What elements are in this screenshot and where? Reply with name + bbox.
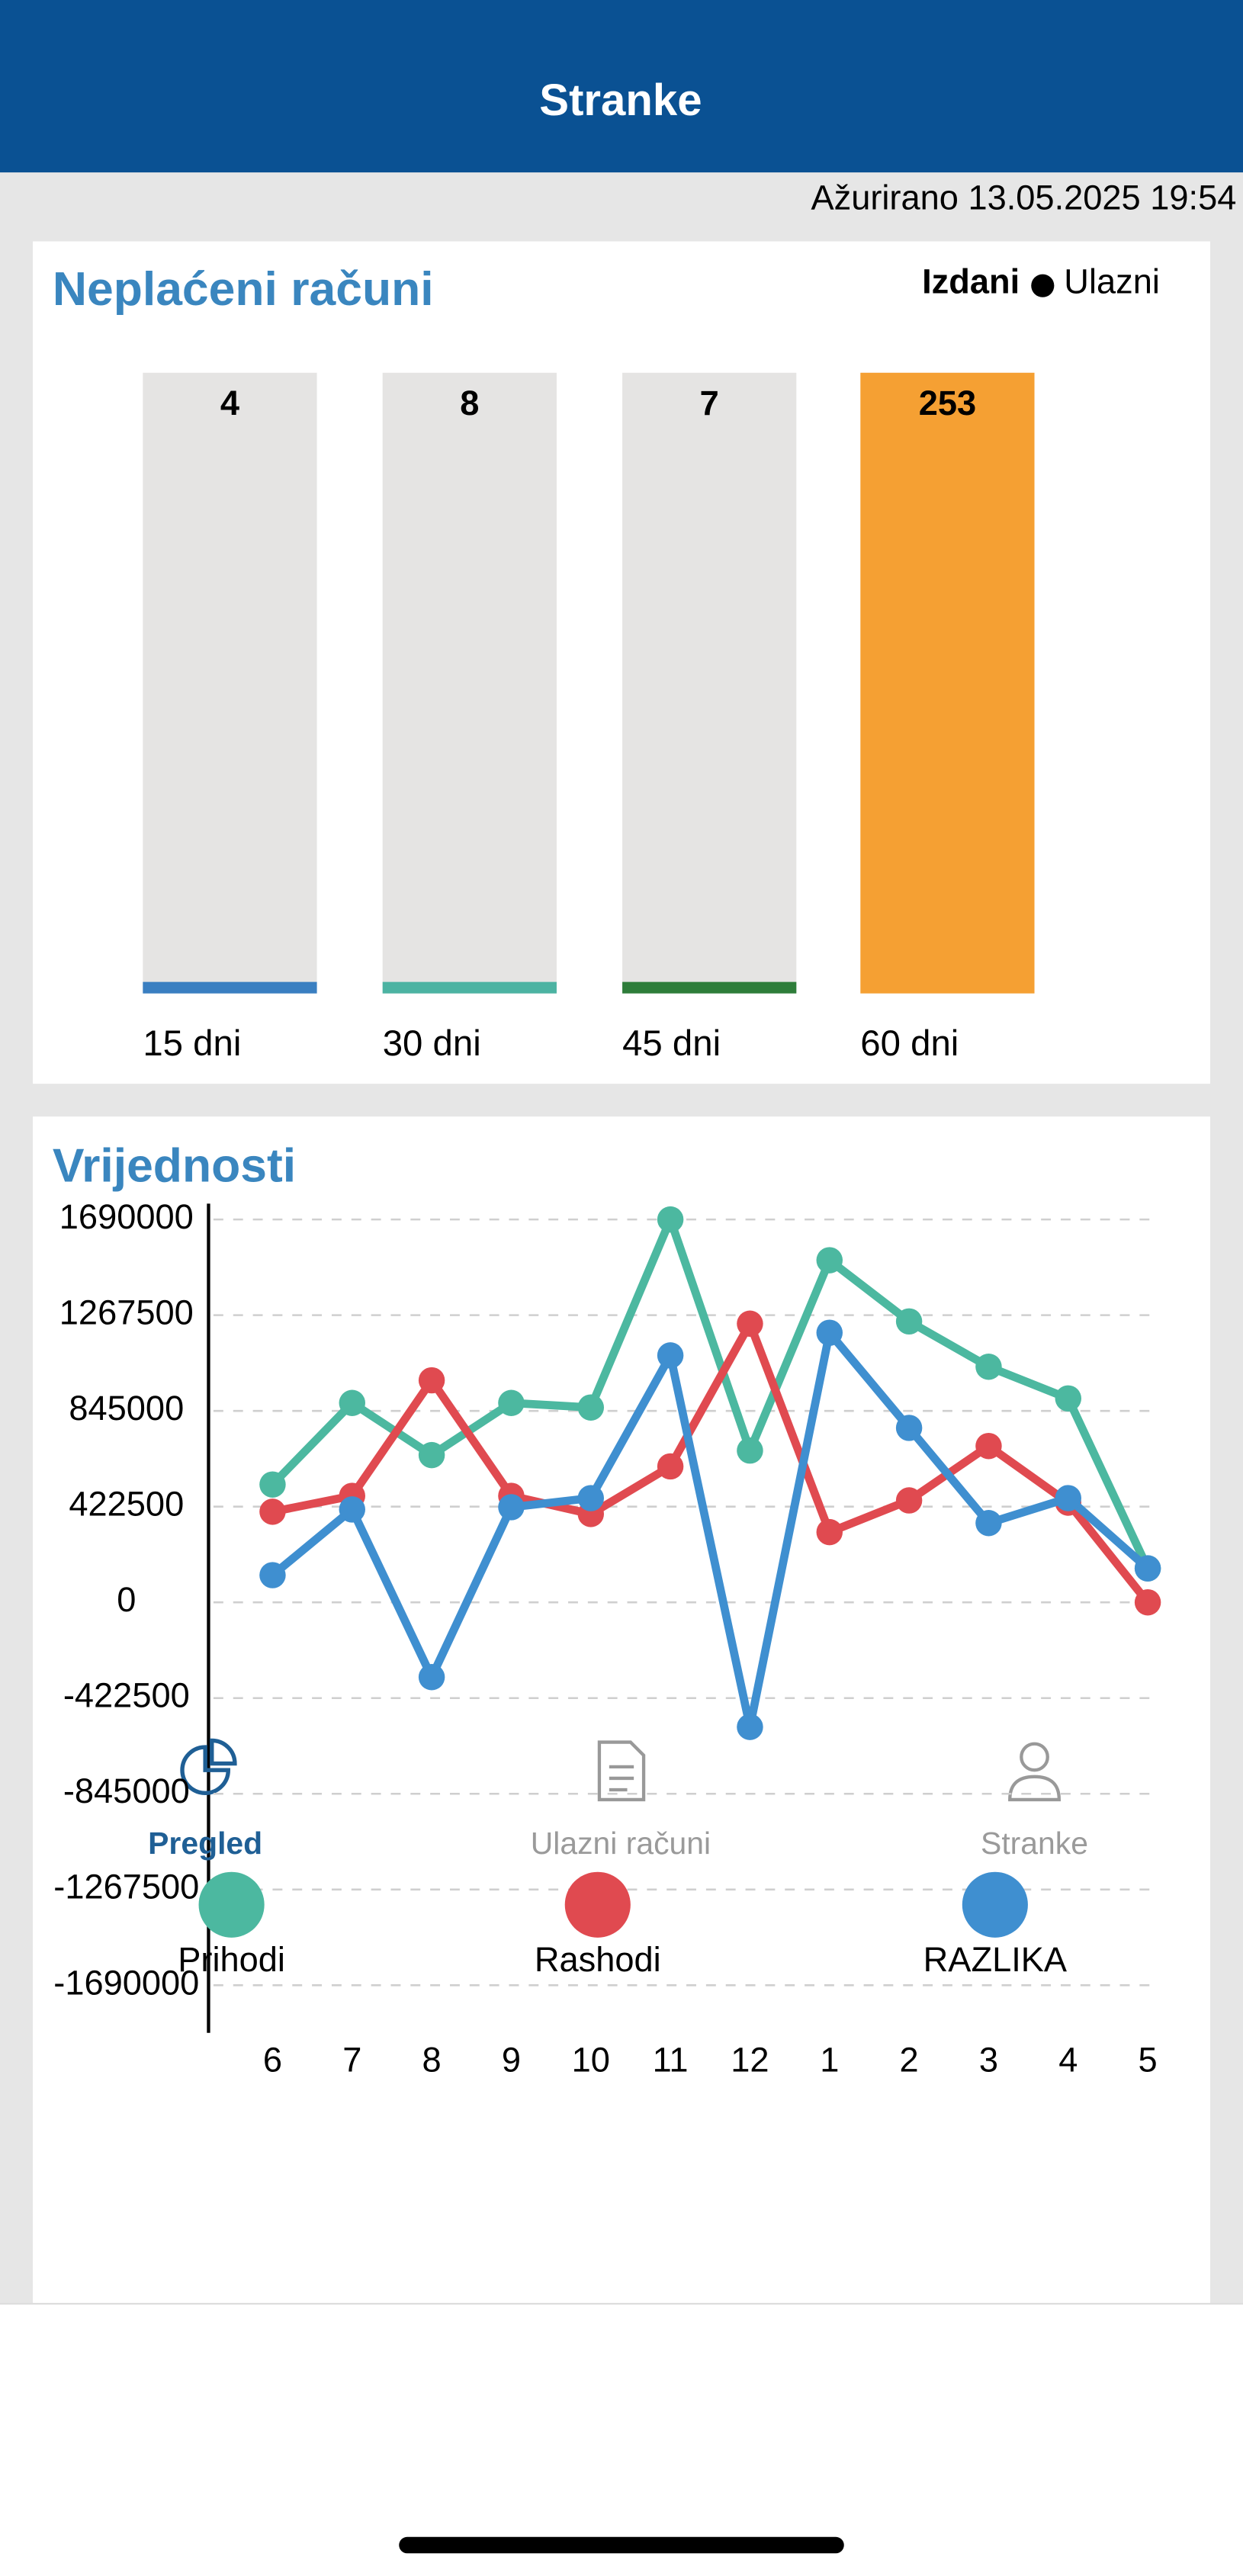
bar-strip <box>622 981 797 994</box>
x-tick-label: 2 <box>900 2040 919 2079</box>
series-point <box>975 1432 1002 1460</box>
nav-label[interactable]: Stranke <box>981 1826 1088 1861</box>
legend-incoming[interactable]: Ulazni <box>1064 262 1160 300</box>
updated-text: Ažurirano 13.05.2025 19:54 <box>811 178 1236 217</box>
legend-label[interactable]: Rashodi <box>535 1940 661 1979</box>
series-line <box>269 1215 1151 1570</box>
nav-label[interactable]: Ulazni računi <box>531 1826 711 1861</box>
bar-value: 253 <box>919 384 976 422</box>
values-card <box>33 1116 1210 2304</box>
series-point <box>1134 1588 1161 1616</box>
series-point <box>657 1206 684 1233</box>
x-tick-label: 5 <box>1139 2040 1158 2079</box>
bar-strip <box>143 981 317 994</box>
series-point <box>1055 1485 1082 1511</box>
y-tick-label: 1267500 <box>59 1293 194 1332</box>
bar-value: 7 <box>700 384 719 422</box>
card-title: Neplaćeni računi <box>53 262 434 316</box>
bar-track <box>143 372 317 994</box>
y-tick-label: -1690000 <box>53 1963 199 2002</box>
bar-value: 4 <box>220 384 239 422</box>
series-point <box>895 1415 923 1441</box>
y-tick-label: -1267500 <box>53 1868 199 1906</box>
series-point <box>339 1389 365 1416</box>
series-point <box>498 1494 525 1521</box>
series-point <box>418 1367 445 1394</box>
series-point <box>259 1471 286 1498</box>
y-tick-label: 0 <box>117 1580 136 1619</box>
x-tick-label: 12 <box>731 2040 769 2079</box>
x-tick-label: 10 <box>572 2040 610 2079</box>
legend-label[interactable]: Prihodi <box>178 1940 285 1979</box>
series-point <box>737 1310 763 1338</box>
legend-swatch[interactable] <box>564 1871 631 1938</box>
legend-issued[interactable]: Izdani <box>922 262 1020 300</box>
header-title: Stranke <box>539 75 702 125</box>
series-point <box>259 1498 286 1525</box>
series-point <box>1055 1385 1082 1412</box>
series-point <box>577 1394 604 1421</box>
x-tick-label: 7 <box>342 2040 361 2079</box>
header-bar <box>0 0 1243 173</box>
bottom-nav <box>0 2303 1243 2576</box>
x-tick-label: 9 <box>502 2040 521 2079</box>
y-tick-label: -422500 <box>63 1676 190 1715</box>
bar-strip <box>382 981 557 994</box>
series-line <box>270 1328 1151 1732</box>
series-point <box>737 1714 763 1740</box>
y-tick-label: 1690000 <box>59 1197 194 1236</box>
series-point <box>1134 1555 1161 1582</box>
bar-value: 8 <box>460 384 479 422</box>
series-point <box>895 1308 923 1335</box>
legend-dot <box>1031 274 1055 297</box>
series-point <box>418 1664 445 1691</box>
series-point <box>816 1247 843 1274</box>
series-point <box>418 1441 445 1469</box>
series-point <box>657 1342 684 1369</box>
series-point <box>816 1518 843 1546</box>
bar-track <box>622 372 797 994</box>
y-tick-label: -845000 <box>63 1771 190 1810</box>
series-point <box>895 1487 923 1514</box>
y-tick-label: 845000 <box>69 1389 184 1428</box>
icon-person <box>1008 1742 1061 1802</box>
x-tick-label: 8 <box>422 2040 442 2079</box>
home-indicator <box>399 2536 844 2554</box>
series-point <box>259 1562 286 1588</box>
series-point <box>975 1510 1002 1537</box>
x-tick-label: 6 <box>263 2040 282 2079</box>
legend-swatch[interactable] <box>962 1871 1028 1938</box>
bar-label: 60 dni <box>860 1023 959 1064</box>
y-tick-label: 422500 <box>69 1485 184 1524</box>
icon-document <box>597 1740 646 1802</box>
series-point <box>816 1319 843 1346</box>
legend-swatch[interactable] <box>198 1871 265 1938</box>
y-tick-labels: 1690000 1267500 845000 422500 0 -422500 -84500… <box>53 1197 199 2002</box>
series-point <box>975 1354 1002 1380</box>
series-point <box>657 1453 684 1480</box>
bar-track <box>382 372 557 994</box>
x-tick-label: 3 <box>979 2040 998 2079</box>
bar <box>860 372 1035 994</box>
x-tick-label: 11 <box>653 2040 689 2079</box>
bar-label: 30 dni <box>383 1023 481 1064</box>
icon-overview <box>180 1738 237 1795</box>
x-tick-label: 1 <box>820 2040 839 2079</box>
series-point <box>737 1437 763 1464</box>
bar-label: 15 dni <box>143 1023 241 1064</box>
nav-label[interactable]: Pregled <box>148 1826 262 1861</box>
series-point <box>577 1485 604 1511</box>
bar-label: 45 dni <box>622 1023 721 1064</box>
card-title: Vrijednosti <box>53 1139 296 1193</box>
legend-label[interactable]: RAZLIKA <box>923 1940 1068 1979</box>
x-tick-label: 4 <box>1058 2040 1078 2079</box>
series-line <box>271 1319 1151 1605</box>
series-point <box>339 1496 365 1523</box>
series-point <box>498 1389 525 1416</box>
